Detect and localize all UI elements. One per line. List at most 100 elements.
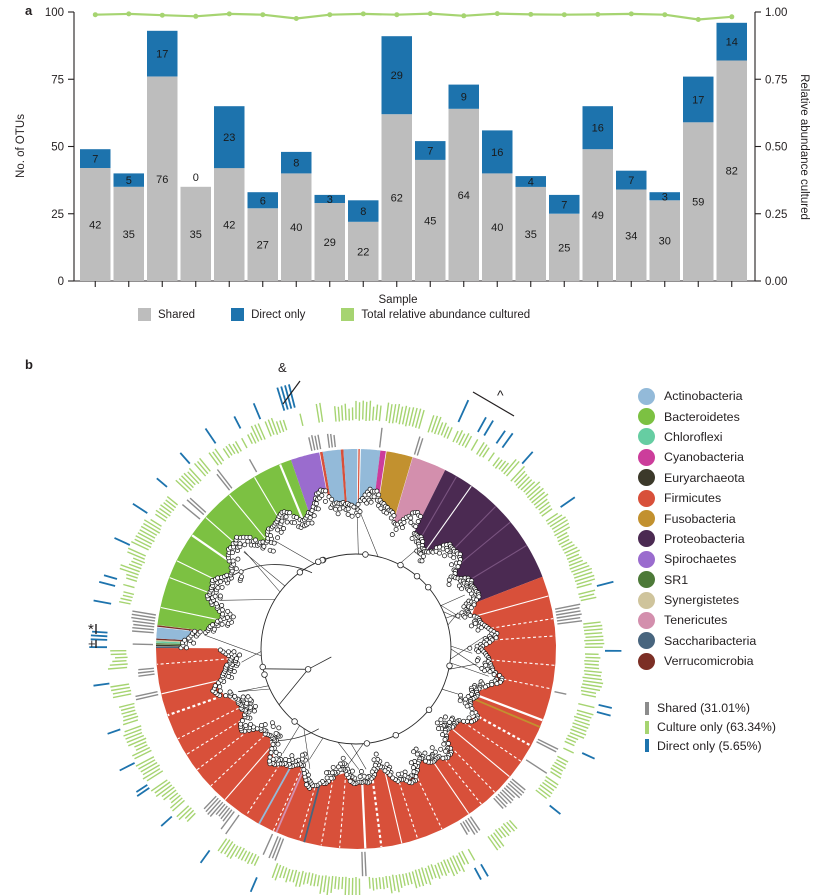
phylum-legend-item: Fusobacteria — [638, 508, 756, 528]
phylum-dot — [638, 591, 655, 609]
culture-only-tick — [143, 522, 161, 534]
shared-tick — [511, 778, 526, 791]
phylum-wedge — [319, 451, 331, 497]
culture-only-tick — [437, 862, 444, 876]
culture-only-tick — [385, 875, 389, 888]
direct-only-tick — [136, 787, 150, 797]
culture-only-tick — [414, 408, 422, 428]
culture-only-tick — [552, 764, 564, 772]
culture-only-tick — [576, 578, 596, 586]
culture-only-tick — [408, 407, 415, 426]
culture-only-tick — [584, 632, 603, 635]
culture-only-tick — [437, 422, 444, 435]
phylum-name: Verrucomicrobia — [664, 654, 754, 669]
culture-only-tick — [169, 792, 179, 801]
phylum-name: SR1 — [664, 572, 689, 587]
shared-tick — [493, 797, 504, 809]
phylum-sliver — [303, 783, 321, 843]
culture-only-tick — [375, 877, 378, 890]
culture-only-tick — [299, 413, 304, 427]
shared-tick — [413, 436, 421, 455]
shared-tick — [557, 620, 583, 625]
shared-tick — [503, 787, 516, 799]
culture-only-tick — [125, 577, 138, 582]
svg-text:17: 17 — [156, 49, 168, 61]
culture-only-tick — [583, 670, 602, 674]
tree-tips — [178, 486, 505, 791]
bar-shared-segment — [716, 60, 747, 282]
culture-only-tick — [404, 407, 411, 427]
phylum-dot — [638, 428, 655, 446]
bar-shared-segment — [314, 203, 345, 281]
shared-tick — [132, 610, 157, 616]
shared-tick — [189, 497, 207, 513]
culture-only-tick — [372, 877, 375, 891]
shared-tick — [133, 623, 155, 628]
culture-only-tick — [166, 496, 179, 506]
shared-tick — [135, 691, 158, 698]
bar-shared-segment — [549, 213, 580, 282]
bar-direct-segment — [247, 192, 278, 209]
panel-b-label: b — [25, 357, 33, 372]
culture-only-tick — [140, 761, 158, 773]
culture-only-tick — [568, 559, 584, 567]
shared-ring-swatch — [645, 701, 649, 715]
culture-only-tick — [424, 867, 432, 886]
direct-only-tick — [480, 863, 489, 877]
culture-only-tick — [112, 689, 132, 695]
phylum-wedge — [156, 643, 182, 645]
phylum-wedge — [322, 449, 345, 504]
legend-item-shared: Shared — [138, 308, 195, 321]
culture-only-tick — [279, 865, 285, 879]
culture-only-tick — [253, 856, 260, 866]
phylum-legend-item: Cyanobacteria — [638, 447, 756, 467]
phylum-name: Spirochaetes — [664, 552, 737, 567]
culture-only-tick — [139, 529, 156, 539]
culture-only-tick — [187, 471, 200, 485]
culture-only-tick — [584, 663, 599, 666]
culture-only-tick — [193, 462, 207, 477]
shared-tick — [509, 780, 525, 794]
culture-only-tick — [323, 875, 327, 893]
culture-only-tick — [470, 439, 479, 451]
culture-only-tick — [306, 872, 311, 884]
phylum-wedge — [156, 627, 194, 641]
svg-text:25: 25 — [558, 242, 570, 254]
culture-only-tick — [517, 476, 530, 489]
phylum-name: Bacteroidetes — [664, 409, 740, 424]
svg-text:9: 9 — [461, 92, 467, 104]
bar-shared-segment — [247, 208, 278, 281]
culture-only-tick — [220, 839, 231, 854]
direct-only-tick — [501, 432, 514, 449]
abundance-line — [92, 11, 735, 22]
svg-text:6: 6 — [260, 195, 266, 207]
culture-only-tick — [550, 771, 562, 779]
culture-only-tick — [298, 870, 304, 887]
culture-only-tick — [411, 871, 418, 889]
culture-only-tick — [440, 422, 447, 436]
shared-tick — [131, 616, 156, 622]
culture-only-tick — [135, 535, 153, 545]
phylum-legend-item: Chloroflexi — [638, 427, 756, 447]
culture-only-tick — [490, 834, 502, 849]
culture-only-tick — [344, 876, 347, 895]
culture-only-tick — [467, 848, 476, 861]
culture-only-tick — [226, 843, 236, 858]
culture-only-tick — [498, 827, 507, 838]
annotations: & ^ *+ — [88, 360, 515, 651]
direct-only-tick — [596, 711, 611, 717]
culture-only-tick — [337, 406, 341, 422]
culture-only-tick — [408, 872, 413, 885]
culture-only-tick — [134, 741, 147, 748]
culture-only-tick — [531, 491, 546, 504]
bar-direct-segment — [214, 106, 245, 169]
culture-only-tick — [395, 403, 401, 423]
culture-only-tick — [526, 485, 541, 499]
bar-direct-segment — [582, 106, 613, 150]
legend-label-direct-only: Direct only — [251, 308, 306, 321]
culture-only-tick — [123, 712, 137, 718]
direct-only-tick — [252, 402, 262, 420]
culture-only-tick — [150, 518, 162, 527]
culture-only-tick — [513, 470, 526, 483]
culture-only-tick — [500, 462, 510, 472]
